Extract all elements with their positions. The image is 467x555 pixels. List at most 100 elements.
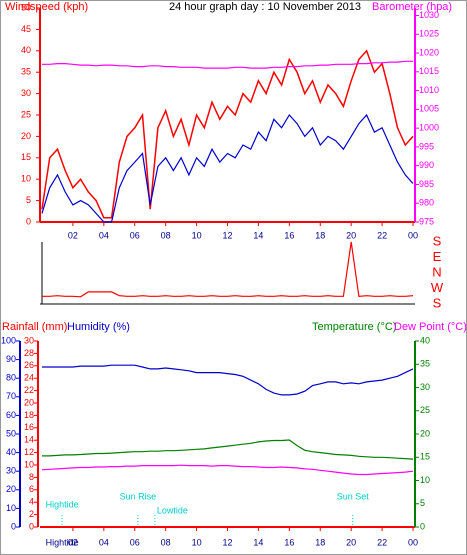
y-tick-label: 20 bbox=[420, 428, 430, 438]
y-tick-label: 5 bbox=[420, 498, 425, 508]
x-tick-label: 04 bbox=[99, 537, 109, 547]
y-tick-label: 1005 bbox=[419, 104, 439, 114]
y-tick-label: 5 bbox=[26, 195, 31, 205]
x-tick-label: 10 bbox=[192, 537, 202, 547]
y-tick-label: 35 bbox=[21, 67, 31, 77]
y-tick-label: 14 bbox=[24, 435, 34, 445]
x-tick-label: 08 bbox=[161, 230, 171, 240]
y-tick-label: 80 bbox=[6, 373, 16, 383]
x-tick-label: 22 bbox=[377, 537, 387, 547]
series-line bbox=[42, 241, 414, 298]
y-tick-label: 4 bbox=[29, 497, 34, 507]
x-tick-label: 16 bbox=[284, 230, 294, 240]
y-tick-label: E bbox=[433, 249, 442, 264]
y-tick-label: 10 bbox=[21, 174, 31, 184]
x-tick-label: 02 bbox=[68, 537, 78, 547]
y-tick-label: 8 bbox=[29, 472, 34, 482]
y-tick-label: 20 bbox=[21, 131, 31, 141]
y-tick-label: 10 bbox=[6, 503, 16, 513]
y-tick-label: 0 bbox=[420, 521, 425, 531]
y-tick-label: 12 bbox=[24, 447, 34, 457]
y-tick-label: S bbox=[433, 295, 442, 310]
y-tick-label: 0 bbox=[29, 521, 34, 531]
y-tick-label: 22 bbox=[24, 385, 34, 395]
x-tick-label: 12 bbox=[222, 230, 232, 240]
y-tick-label: 20 bbox=[6, 484, 16, 494]
y-tick-label: N bbox=[432, 264, 441, 279]
x-tick-label: 16 bbox=[284, 537, 294, 547]
y-tick-label: 1020 bbox=[419, 47, 439, 57]
y-tick-label: 30 bbox=[24, 335, 34, 345]
y-tick-label: 50 bbox=[21, 2, 31, 12]
annotation-label: Sun Set bbox=[337, 491, 370, 501]
y-tick-label: 45 bbox=[21, 24, 31, 34]
y-label: Windspeed (kph) bbox=[5, 1, 88, 13]
x-tick-label: 14 bbox=[253, 537, 263, 547]
x-tick-label: 22 bbox=[377, 230, 387, 240]
y-tick-label: 100 bbox=[1, 335, 16, 345]
x-tick-label: 08 bbox=[161, 537, 171, 547]
y-tick-label: 25 bbox=[21, 109, 31, 119]
x-tick-label: 20 bbox=[346, 230, 356, 240]
x-tick-label: 20 bbox=[346, 537, 356, 547]
x-tick-label: 18 bbox=[315, 537, 325, 547]
y-tick-label: 0 bbox=[11, 521, 16, 531]
y-tick-label: 980 bbox=[419, 198, 434, 208]
series-line bbox=[42, 60, 413, 69]
y-tick-label: 1010 bbox=[419, 85, 439, 95]
y4-label: Dew Point (°C) bbox=[394, 321, 467, 333]
x-tick-label: 12 bbox=[222, 537, 232, 547]
y-tick-label: 26 bbox=[24, 360, 34, 370]
x-tick-label: 04 bbox=[99, 230, 109, 240]
y-tick-label: 1015 bbox=[419, 66, 439, 76]
y-tick-label: 0 bbox=[26, 216, 31, 226]
y-tick-label: 15 bbox=[420, 452, 430, 462]
y-tick-label: S bbox=[433, 233, 442, 248]
y2-label: Temperature (°C) bbox=[312, 321, 396, 333]
y-tick-label: 40 bbox=[6, 447, 16, 457]
x-marker-label: Hightide bbox=[46, 537, 79, 547]
series-line bbox=[41, 113, 414, 223]
y2-label: Barometer (hpa) bbox=[372, 1, 452, 13]
y3-label: Rainfall (mm) bbox=[2, 321, 67, 333]
annotation-label: Sun Rise bbox=[120, 491, 157, 501]
series-line bbox=[41, 49, 414, 219]
y-label: Humidity (%) bbox=[67, 321, 130, 333]
y-tick-label: 40 bbox=[21, 45, 31, 55]
y-tick-label: 2 bbox=[29, 509, 34, 519]
y-tick-label: 10 bbox=[420, 475, 430, 485]
annotation-label: Lowtide bbox=[157, 505, 188, 515]
y-tick-label: 90 bbox=[6, 354, 16, 364]
x-tick-label: 10 bbox=[192, 230, 202, 240]
x-tick-label: 14 bbox=[253, 230, 263, 240]
series-line bbox=[42, 364, 414, 396]
y-tick-label: 975 bbox=[419, 216, 434, 226]
y-tick-label: 15 bbox=[21, 152, 31, 162]
y-tick-label: 1030 bbox=[419, 10, 439, 20]
x-tick-label: 02 bbox=[68, 230, 78, 240]
series-line bbox=[42, 439, 414, 460]
y-tick-label: W bbox=[431, 280, 444, 295]
y-tick-label: 30 bbox=[6, 466, 16, 476]
y-tick-label: 28 bbox=[24, 348, 34, 358]
y-tick-label: 50 bbox=[6, 428, 16, 438]
y-tick-label: 35 bbox=[420, 359, 430, 369]
y-tick-label: 20 bbox=[24, 397, 34, 407]
y-tick-label: 1025 bbox=[419, 29, 439, 39]
y-tick-label: 24 bbox=[24, 373, 34, 383]
x-tick-label: 06 bbox=[130, 230, 140, 240]
x-tick-label: 18 bbox=[315, 230, 325, 240]
y-tick-label: 25 bbox=[420, 405, 430, 415]
y-tick-label: 30 bbox=[21, 88, 31, 98]
annotation-label: Hightide bbox=[46, 499, 79, 509]
title: 24 hour graph day : 10 November 2013 bbox=[169, 1, 361, 13]
y-tick-label: 990 bbox=[419, 160, 434, 170]
y-tick-label: 40 bbox=[420, 335, 430, 345]
y-tick-label: 18 bbox=[24, 410, 34, 420]
y-tick-label: 985 bbox=[419, 179, 434, 189]
y-tick-label: 6 bbox=[29, 484, 34, 494]
x-tick-label: 06 bbox=[130, 537, 140, 547]
x-tick-label: 00 bbox=[408, 537, 418, 547]
